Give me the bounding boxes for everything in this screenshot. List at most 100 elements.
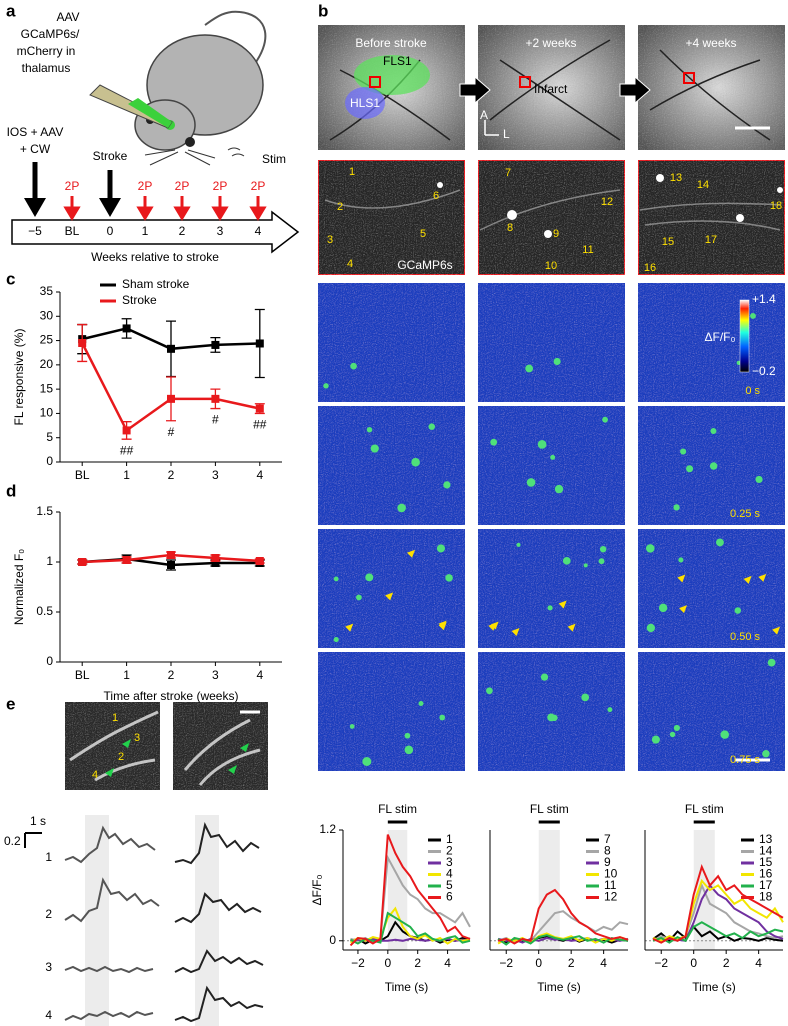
active-spot bbox=[547, 605, 553, 611]
imaging-label: 2P bbox=[213, 179, 228, 193]
significance: # bbox=[168, 425, 175, 439]
marker bbox=[167, 394, 175, 403]
marker bbox=[167, 344, 175, 353]
active-spot bbox=[562, 556, 571, 565]
y-tick-label: 5 bbox=[46, 430, 53, 444]
dendrite-images bbox=[24, 702, 268, 1026]
x-axis-label: Time after stroke (weeks) bbox=[104, 689, 239, 703]
cell-label: 4 bbox=[347, 258, 353, 270]
cell-label: 15 bbox=[662, 236, 674, 248]
cell-label: 5 bbox=[420, 228, 426, 240]
active-spot bbox=[404, 745, 414, 755]
marker bbox=[255, 557, 264, 565]
y-tick-label: 35 bbox=[40, 284, 54, 298]
panel-label: b bbox=[318, 1, 328, 20]
active-spot bbox=[365, 573, 374, 582]
arrowhead bbox=[758, 573, 767, 582]
activity-map bbox=[318, 406, 465, 525]
y-tick-label: 10 bbox=[40, 406, 54, 420]
x-tick-label: BL bbox=[75, 668, 90, 682]
activity-map bbox=[478, 652, 625, 771]
x-tick-label: 2 bbox=[168, 668, 175, 682]
x-tick-label: −2 bbox=[351, 956, 365, 970]
active-spot bbox=[537, 440, 547, 449]
cell-label: 16 bbox=[644, 262, 656, 274]
active-spot bbox=[709, 462, 718, 470]
x-tick-label: 0 bbox=[384, 956, 391, 970]
marker bbox=[167, 551, 175, 559]
active-spot bbox=[658, 603, 668, 613]
x-tick-label: 3 bbox=[212, 468, 219, 482]
x-axis-label: Time (s) bbox=[385, 980, 429, 994]
active-spot bbox=[436, 544, 446, 553]
active-spot bbox=[418, 701, 424, 707]
timeline-tick: 0 bbox=[107, 224, 114, 238]
cell-label: 7 bbox=[505, 167, 511, 179]
y-axis-label: FL responsive (%) bbox=[12, 329, 26, 426]
column-title: +2 weeks bbox=[525, 36, 576, 50]
zoom-images bbox=[317, 159, 786, 276]
y-tick-label: 0 bbox=[46, 654, 53, 668]
significance: ## bbox=[253, 418, 267, 432]
activity-map bbox=[478, 406, 625, 525]
y-tick-label: 30 bbox=[40, 308, 54, 322]
active-spot bbox=[350, 362, 357, 370]
panel-label: c bbox=[6, 269, 15, 288]
active-spot bbox=[645, 544, 655, 553]
x-tick-label: 4 bbox=[755, 956, 762, 970]
y-tick-label: 0 bbox=[329, 933, 336, 947]
imaging-label: 2P bbox=[138, 179, 153, 193]
legend-label: 14 bbox=[759, 844, 773, 858]
scale-amplitude: 0.2 bbox=[4, 834, 21, 848]
active-spot bbox=[516, 542, 521, 547]
timeline-tick: 4 bbox=[255, 224, 262, 238]
active-spot bbox=[362, 757, 372, 766]
stim-shade bbox=[387, 830, 408, 950]
arrowhead bbox=[385, 592, 394, 601]
active-spot bbox=[526, 478, 536, 487]
y-tick-label: 1.5 bbox=[36, 504, 53, 518]
y-tick-label: 1 bbox=[46, 554, 53, 568]
axis-label: A bbox=[480, 108, 488, 122]
timeline-tick: −5 bbox=[28, 224, 42, 238]
x-tick-label: 3 bbox=[212, 668, 219, 682]
active-spot bbox=[686, 465, 694, 473]
active-spot bbox=[607, 707, 613, 713]
injection-label: thalamus bbox=[22, 61, 71, 75]
imaging-arrow bbox=[249, 196, 267, 221]
active-spot bbox=[356, 594, 362, 601]
column-title: +4 weeks bbox=[685, 36, 736, 50]
legend-label: 13 bbox=[759, 832, 773, 846]
active-spot bbox=[553, 357, 561, 366]
cell-label: 3 bbox=[134, 732, 140, 744]
active-spot bbox=[755, 475, 763, 484]
stim-title: FL stim bbox=[530, 802, 569, 816]
marker bbox=[255, 339, 264, 348]
imaging-arrow bbox=[136, 196, 154, 221]
imaging-label: 2P bbox=[65, 179, 80, 193]
active-spot bbox=[734, 607, 742, 614]
colorbar-label: ΔF/F₀ bbox=[705, 330, 736, 344]
marker bbox=[122, 426, 131, 435]
arrowhead bbox=[345, 623, 354, 632]
active-spot bbox=[673, 724, 680, 732]
legend-label: 17 bbox=[759, 878, 773, 892]
arrowhead bbox=[558, 600, 567, 609]
y-tick-label: 25 bbox=[40, 333, 54, 347]
region-label: HLS1 bbox=[350, 96, 380, 110]
row-label: 3 bbox=[45, 960, 52, 974]
y-tick-label: 20 bbox=[40, 357, 54, 371]
panel-label: e bbox=[6, 694, 15, 713]
cell-label: 14 bbox=[697, 179, 709, 191]
active-spot bbox=[602, 416, 608, 423]
legend-label: 1 bbox=[446, 832, 453, 846]
frame-label: 0.25 s bbox=[730, 508, 760, 520]
series-line bbox=[652, 925, 784, 943]
x-tick-label: −2 bbox=[499, 956, 513, 970]
active-spot bbox=[366, 426, 373, 433]
frame-label: 0.75 s bbox=[730, 754, 760, 766]
legend-label: 11 bbox=[604, 878, 617, 892]
marker bbox=[122, 324, 131, 333]
legend-label: 3 bbox=[446, 855, 453, 869]
active-spot bbox=[720, 730, 729, 739]
